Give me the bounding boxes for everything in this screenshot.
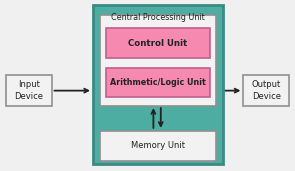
Text: Memory Unit: Memory Unit	[131, 141, 185, 150]
Text: Arithmetic/Logic Unit: Arithmetic/Logic Unit	[110, 78, 206, 87]
Bar	[100, 15, 216, 106]
Text: Central Processing Unit: Central Processing Unit	[111, 13, 205, 22]
Bar	[100, 131, 216, 161]
Text: Control Unit: Control Unit	[128, 39, 187, 48]
Bar	[243, 75, 289, 106]
Bar	[106, 28, 210, 58]
Bar	[6, 75, 52, 106]
Text: Input
Device: Input Device	[14, 80, 43, 101]
Text: Output
Device: Output Device	[252, 80, 281, 101]
Bar	[106, 68, 210, 97]
Bar	[93, 5, 223, 164]
